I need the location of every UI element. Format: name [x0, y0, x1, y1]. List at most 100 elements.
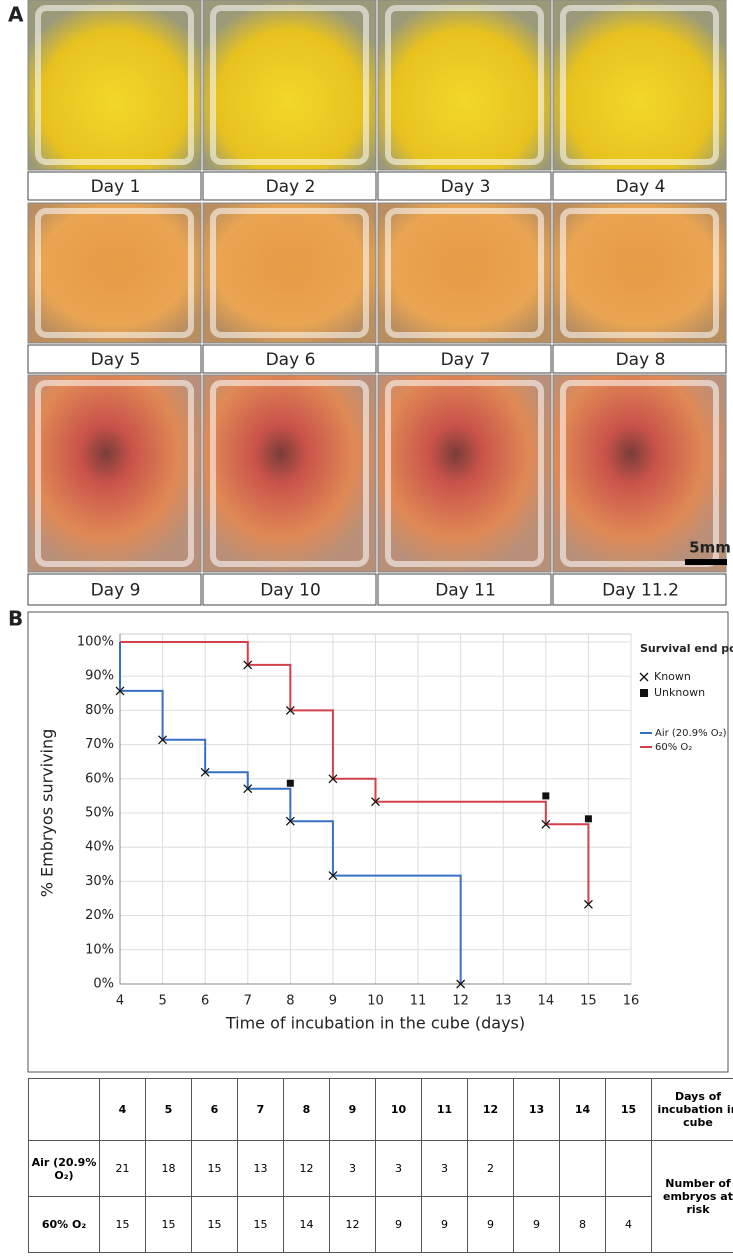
photo-frame: [385, 380, 544, 567]
caption-box: [552, 171, 727, 201]
photo: [202, 374, 377, 573]
cross: [328, 774, 338, 784]
photo-caption: Day 4: [616, 177, 666, 197]
table-cell: 15: [605, 1078, 652, 1141]
caption-box: [202, 573, 377, 606]
table-cell: 9: [467, 1196, 514, 1253]
known-marker: [285, 816, 295, 826]
table-cell: 10: [375, 1078, 422, 1141]
table-cell: 11: [421, 1078, 468, 1141]
table-cell: 13: [237, 1140, 284, 1197]
table-cell: 60% O₂: [28, 1196, 100, 1253]
caption-box: [27, 573, 202, 606]
table-cell: 3: [329, 1140, 376, 1197]
photo: [377, 202, 552, 344]
cross: [639, 672, 649, 682]
known-marker: [243, 660, 253, 670]
legend-label: 60% O₂: [655, 742, 692, 753]
table-cell: 3: [375, 1140, 422, 1197]
chart-frame: [27, 611, 729, 1073]
photo-caption: Day 8: [616, 350, 666, 370]
table-cell: 8: [283, 1078, 330, 1141]
photo-frame: [385, 208, 544, 338]
table-cell: [559, 1140, 606, 1197]
censored-marker: [542, 792, 550, 800]
table-cell: 12: [467, 1078, 514, 1141]
photo: [552, 202, 727, 344]
x-tick-label: 4: [116, 994, 124, 1009]
caption-box: [377, 171, 552, 201]
x-tick-label: 15: [580, 994, 597, 1009]
x-tick-label: 9: [329, 994, 337, 1009]
table-cell: 15: [191, 1196, 238, 1253]
photo-caption: Day 11: [435, 581, 496, 601]
cross: [243, 660, 253, 670]
cross: [285, 816, 295, 826]
photo-caption: Day 2: [266, 177, 316, 197]
y-tick-label: 10%: [85, 942, 114, 957]
known-marker: [639, 672, 649, 682]
photo: [552, 374, 727, 573]
known-marker: [541, 819, 551, 829]
photo-caption: Day 3: [441, 177, 491, 197]
x-tick-label: 6: [201, 994, 209, 1009]
known-marker: [285, 705, 295, 715]
table-cell: 13: [513, 1078, 560, 1141]
cross: [328, 871, 338, 881]
photo-caption: Day 11.2: [602, 581, 679, 601]
known-marker: [328, 774, 338, 784]
photo-caption: Day 1: [91, 177, 141, 197]
y-tick-label: 30%: [85, 874, 114, 889]
table-cell: 9: [421, 1196, 468, 1253]
legend-label: Unknown: [654, 686, 705, 699]
legend-label: Air (20.9% O₂): [655, 728, 727, 739]
caption-box: [27, 171, 202, 201]
table-row: Air (20.9% O₂) 21 18 15 13 12 3 3 3 2 Number of em…: [28, 1140, 733, 1253]
photo-caption: Day 6: [266, 350, 316, 370]
table-cell: 18: [145, 1140, 192, 1197]
photo-frame: [35, 5, 194, 165]
photo: [27, 0, 202, 171]
y-tick-label: 0%: [93, 977, 114, 992]
photo: [27, 202, 202, 344]
survival-line: [119, 642, 462, 984]
x-tick-label: 14: [538, 994, 555, 1009]
x-tick-label: 8: [286, 994, 294, 1009]
table-cell: 9: [329, 1078, 376, 1141]
known-marker: [583, 899, 593, 909]
photo-frame: [210, 208, 369, 338]
cross: [200, 767, 210, 777]
table-cell: 7: [237, 1078, 284, 1141]
table-cell: 15: [145, 1196, 192, 1253]
table-cell: 4: [99, 1078, 146, 1141]
y-tick-label: 70%: [85, 737, 114, 752]
y-tick-label: 80%: [85, 703, 114, 718]
table-cell: 8: [559, 1196, 606, 1253]
photo-frame: [560, 380, 719, 567]
table-cell: 12: [283, 1140, 330, 1197]
table-cell: Air (20.9% O₂): [28, 1140, 100, 1197]
cross: [541, 819, 551, 829]
legend-title: Survival end point: [640, 642, 733, 655]
x-tick-label: 10: [367, 994, 384, 1009]
caption-box: [377, 344, 552, 374]
table-cell: 2: [467, 1140, 514, 1197]
photo-caption: Day 5: [91, 350, 141, 370]
table-cell: 5: [145, 1078, 192, 1141]
photo-caption: Day 9: [91, 581, 141, 601]
known-marker: [371, 797, 380, 807]
y-tick-label: 100%: [77, 635, 114, 650]
x-tick-label: 5: [158, 994, 166, 1009]
x-tick-label: 7: [244, 994, 252, 1009]
table-cell: 15: [191, 1140, 238, 1197]
table-cell: 15: [99, 1196, 146, 1253]
table-cell: 3: [421, 1140, 468, 1197]
x-axis-label: Time of incubation in the cube (days): [225, 1014, 525, 1033]
panel-label: B: [8, 607, 23, 631]
photo: [552, 0, 727, 171]
table-cell: 9: [375, 1196, 422, 1253]
table-cell: [605, 1140, 652, 1197]
photo-frame: [385, 5, 544, 165]
